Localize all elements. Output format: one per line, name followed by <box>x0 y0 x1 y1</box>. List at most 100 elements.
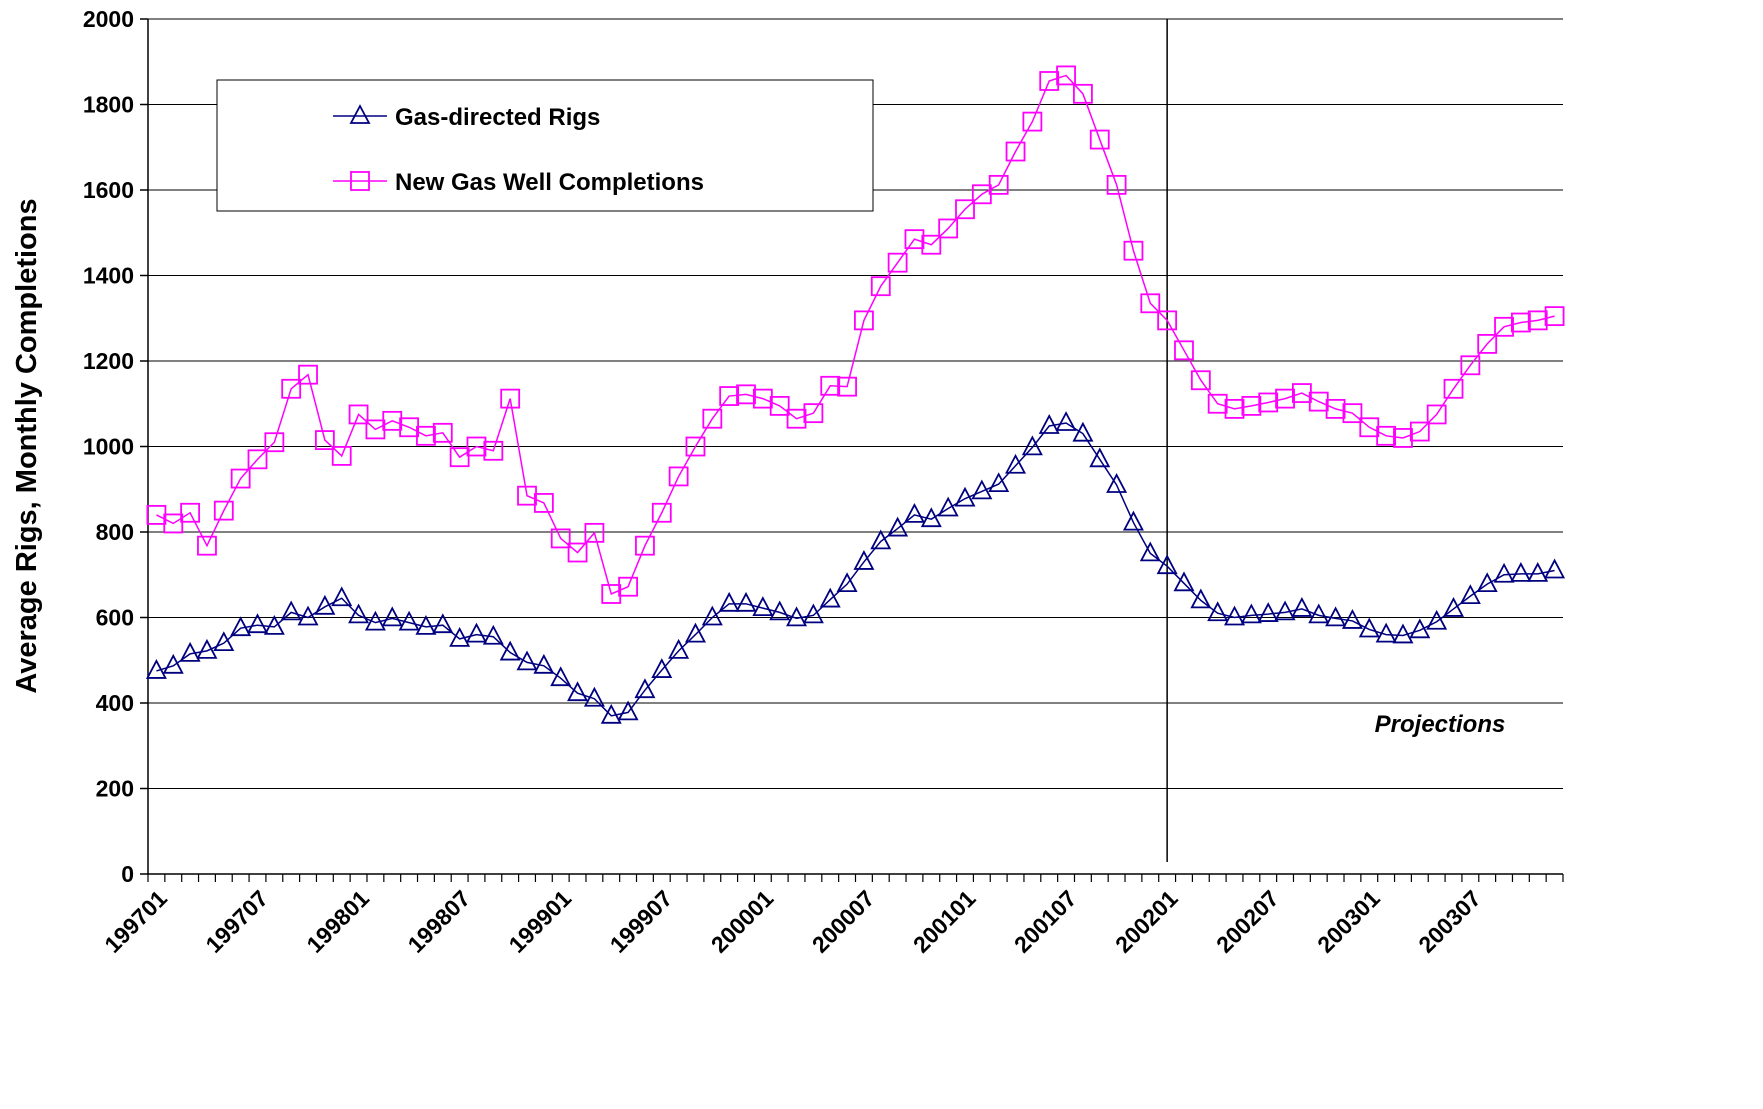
data-point <box>348 404 369 425</box>
data-point <box>870 276 891 297</box>
data-point <box>1072 421 1094 442</box>
data-point <box>432 422 453 443</box>
data-point <box>600 703 622 724</box>
data-point <box>449 626 471 647</box>
data-point <box>1174 340 1194 361</box>
data-point <box>1375 622 1397 643</box>
data-point <box>1039 71 1060 91</box>
data-point <box>617 700 639 721</box>
data-point <box>701 605 723 626</box>
data-point <box>736 384 756 405</box>
data-point <box>1106 174 1127 195</box>
data-point <box>533 493 554 513</box>
data-point <box>500 388 521 409</box>
x-tick-label: 200101 <box>908 885 981 958</box>
data-point <box>1341 608 1363 629</box>
data-point <box>1325 398 1346 419</box>
data-point <box>1443 597 1465 617</box>
x-tick-label: 200107 <box>1009 885 1082 958</box>
data-point <box>348 603 370 624</box>
data-point <box>954 486 976 507</box>
data-point <box>449 447 470 468</box>
data-point <box>584 522 605 543</box>
data-point <box>314 430 335 450</box>
legend-marker <box>349 104 371 124</box>
x-tick-label: 200207 <box>1211 885 1284 958</box>
data-point <box>668 638 690 659</box>
data-point <box>685 436 706 457</box>
legend-box <box>216 79 874 212</box>
data-point <box>432 613 454 634</box>
data-point <box>483 440 504 461</box>
data-point <box>382 410 403 431</box>
data-point <box>297 605 319 626</box>
x-tick-label: 199807 <box>403 885 476 958</box>
data-point <box>1527 561 1549 582</box>
data-point <box>1510 312 1531 333</box>
y-tick-label: 1400 <box>83 263 134 289</box>
data-point <box>247 449 268 470</box>
data-point <box>331 446 352 466</box>
data-point <box>1089 447 1111 468</box>
data-point <box>651 502 672 523</box>
data-point <box>1527 310 1548 331</box>
data-point <box>280 600 302 621</box>
data-point <box>635 535 655 556</box>
y-tick-label: 600 <box>96 605 134 631</box>
data-point <box>735 591 757 612</box>
data-point <box>651 658 673 678</box>
data-point <box>567 542 588 563</box>
data-point <box>314 594 336 615</box>
data-point <box>163 513 184 534</box>
data-point <box>230 616 252 637</box>
y-tick-label: 1200 <box>83 348 134 374</box>
data-point <box>854 310 874 331</box>
y-tick-label: 1800 <box>83 92 134 118</box>
data-point <box>1207 601 1229 622</box>
data-point <box>752 388 773 409</box>
data-point <box>1056 65 1076 86</box>
data-point <box>1493 562 1515 583</box>
data-point <box>1021 435 1043 456</box>
data-point <box>1460 355 1481 376</box>
data-point <box>1393 428 1413 448</box>
data-point <box>819 587 841 608</box>
data-point <box>920 507 942 528</box>
data-point <box>601 584 622 604</box>
series-line <box>156 74 1555 596</box>
data-point <box>1409 421 1430 442</box>
data-point <box>1544 306 1565 327</box>
data-point <box>1241 395 1262 416</box>
data-point <box>1358 617 1380 638</box>
data-point <box>331 586 353 607</box>
x-tick-label: 199801 <box>301 885 374 958</box>
data-point <box>1476 572 1498 593</box>
y-tick-label: 800 <box>96 519 134 545</box>
data-point <box>988 174 1009 195</box>
data-point <box>1510 561 1532 582</box>
data-point <box>1426 609 1448 630</box>
data-point <box>752 596 774 616</box>
data-point <box>1443 378 1464 399</box>
y-tick-label: 2000 <box>83 6 134 32</box>
data-point <box>1426 404 1447 425</box>
data-point <box>567 681 589 702</box>
data-point <box>988 472 1010 493</box>
y-tick-label: 200 <box>96 776 134 802</box>
data-point <box>786 408 807 429</box>
data-point <box>718 591 740 612</box>
data-point <box>634 678 656 699</box>
data-point <box>938 218 959 239</box>
data-point <box>668 466 689 487</box>
data-point <box>1325 606 1347 627</box>
x-tick-label: 199701 <box>99 885 172 958</box>
data-point <box>786 606 808 627</box>
data-point <box>820 375 841 396</box>
data-point <box>802 603 824 624</box>
data-point <box>1224 398 1245 419</box>
data-point <box>381 606 403 627</box>
data-point <box>1258 392 1279 413</box>
data-point <box>904 229 925 250</box>
data-point <box>263 614 285 635</box>
data-point <box>1005 453 1027 474</box>
